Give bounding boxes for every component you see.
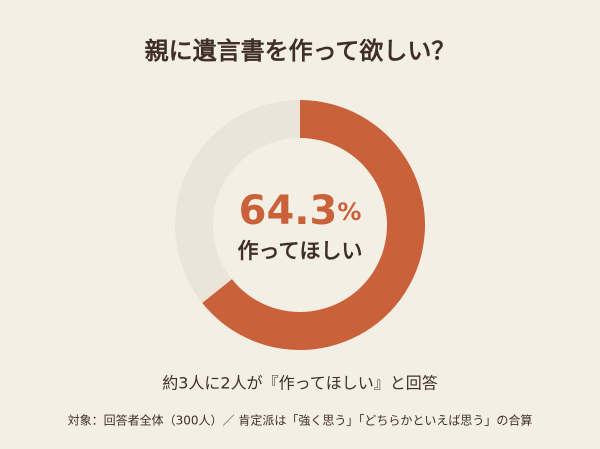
caption: 約3人に2人が『作ってほしい』と回答	[162, 374, 438, 393]
chart-title: 親に遺言書を作って欲しい？	[145, 37, 456, 65]
donut-segment	[175, 100, 300, 303]
donut-segment	[202, 100, 425, 350]
center-label: 作ってほしい	[238, 239, 363, 263]
footnote: 対象：回答者全体（300人）／ 肯定派は「強く思う」「どちらかといえば思う」の合…	[68, 413, 533, 428]
center-value: 64.3%	[239, 188, 362, 234]
